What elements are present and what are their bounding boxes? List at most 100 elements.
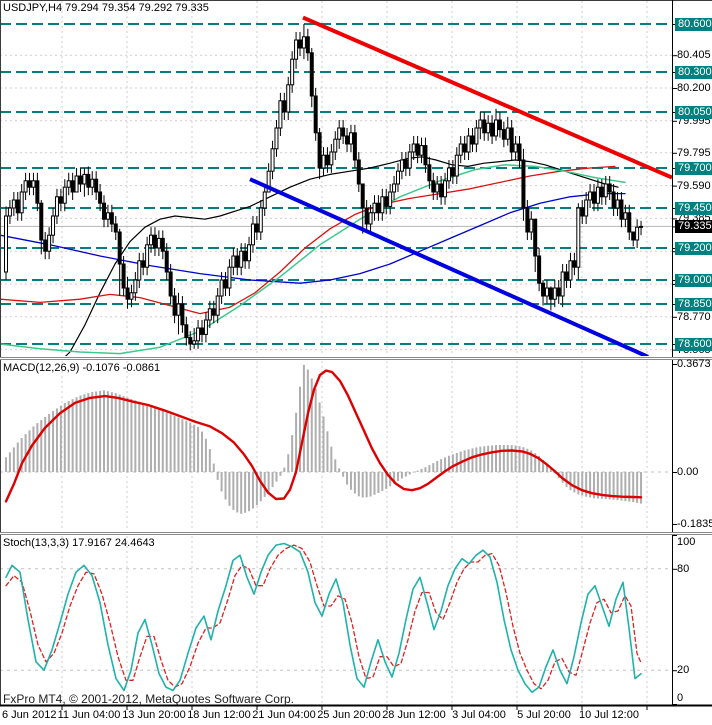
macd-histogram-bar [142, 403, 145, 472]
candle [427, 156, 432, 189]
macd-histogram-bar [330, 446, 333, 472]
date-label: 13 Jun 20:00 [122, 709, 186, 721]
macd-histogram-bar [67, 401, 70, 472]
candle [270, 140, 275, 180]
price-level-badge: 79.200 [675, 242, 712, 255]
macd-histogram-bar [291, 435, 294, 472]
macd-histogram-bar [110, 392, 113, 472]
candle [462, 136, 467, 160]
macd-histogram-bar [79, 395, 82, 472]
price-level-badge: 79.000 [675, 274, 712, 287]
macd-histogram-bar [177, 417, 180, 472]
macd-histogram-bar [91, 391, 94, 472]
macd-histogram-bar [299, 386, 301, 472]
candle [505, 116, 510, 146]
macd-histogram-bar [8, 452, 11, 472]
candle [250, 216, 255, 253]
price-level-badge: 80.600 [675, 18, 712, 31]
price-tick-label: 80.405 [677, 49, 711, 62]
candle [223, 272, 228, 296]
macd-histogram-bar [161, 410, 164, 472]
stoch-scale-label: 80 [677, 562, 690, 575]
candle [384, 188, 389, 215]
macd-pane[interactable] [0, 360, 672, 531]
macd-histogram-bar [16, 442, 19, 472]
macd-histogram-bar [150, 406, 153, 472]
candle [145, 236, 150, 276]
macd-histogram-bar [518, 446, 521, 472]
macd-histogram-bar [506, 444, 509, 472]
candle [544, 280, 549, 304]
date-label: 5 Jul 20:00 [517, 709, 571, 721]
macd-histogram-bar [628, 472, 631, 502]
macd-histogram-bar [138, 401, 141, 472]
candle [305, 28, 310, 61]
candle [313, 88, 318, 141]
current-price-badge: 79.335 [675, 220, 712, 234]
candle [203, 312, 208, 343]
candle [454, 147, 459, 184]
macd-histogram-bar [71, 399, 74, 472]
candle [356, 152, 361, 192]
macd-histogram-bar [220, 472, 223, 492]
candle [525, 200, 530, 240]
macd-histogram-bar [400, 472, 403, 479]
candle [211, 300, 216, 324]
candle [615, 192, 620, 216]
macd-histogram-bar [185, 420, 188, 472]
price-tick-label: 80.200 [677, 82, 711, 94]
candle [607, 176, 612, 200]
candle [109, 204, 114, 232]
macd-histogram-bar [451, 454, 454, 472]
macd-histogram-bar [126, 397, 129, 472]
macd-histogram-bar [534, 453, 537, 472]
candle [66, 172, 71, 196]
candle [290, 51, 295, 93]
candle [497, 112, 502, 138]
macd-histogram-bar [522, 447, 525, 472]
macd-histogram-bar [436, 461, 439, 472]
candle [466, 128, 471, 160]
candle [348, 124, 353, 152]
macd-histogram-bar [240, 472, 243, 514]
macd-histogram-bar [114, 393, 117, 472]
macd-histogram-bar [624, 472, 627, 502]
macd-histogram-bar [157, 409, 160, 472]
candle [23, 172, 28, 200]
macd-histogram-bar [146, 404, 149, 472]
candle [90, 171, 95, 196]
candle [419, 137, 424, 164]
macd-histogram-bar [471, 448, 474, 472]
candle [446, 160, 451, 189]
candle [35, 172, 40, 212]
macd-histogram-bar [498, 444, 501, 472]
macd-histogram-bar [408, 472, 411, 475]
candle [501, 121, 506, 148]
macd-histogram-bar [585, 472, 588, 497]
candle [631, 231, 636, 247]
macd-histogram-bar [279, 472, 282, 476]
stoch-pane[interactable] [0, 535, 672, 705]
candle [556, 280, 561, 304]
macd-histogram-bar [20, 438, 23, 472]
candle [403, 152, 408, 176]
macd-histogram-bar [475, 447, 478, 472]
macd-histogram-bar [491, 445, 494, 472]
stoch-scale-label: 0 [677, 692, 684, 704]
candle [572, 252, 577, 276]
macd-histogram-bar [487, 445, 490, 472]
macd-histogram-bar [271, 472, 274, 488]
stoch-scale-label: 100 [677, 536, 696, 548]
macd-histogram-bar [542, 459, 545, 472]
stoch-d-line [5, 544, 642, 690]
main-chart-pane[interactable] [0, 0, 672, 357]
candle [94, 171, 99, 200]
candle [443, 172, 448, 205]
candle [274, 120, 279, 157]
macd-histogram-bar [381, 472, 384, 491]
candle [588, 184, 593, 208]
macd-histogram-bar [251, 472, 254, 509]
macd-histogram-bar [349, 472, 352, 490]
macd-histogram-bar [640, 472, 643, 504]
macd-histogram-bar [467, 449, 470, 472]
